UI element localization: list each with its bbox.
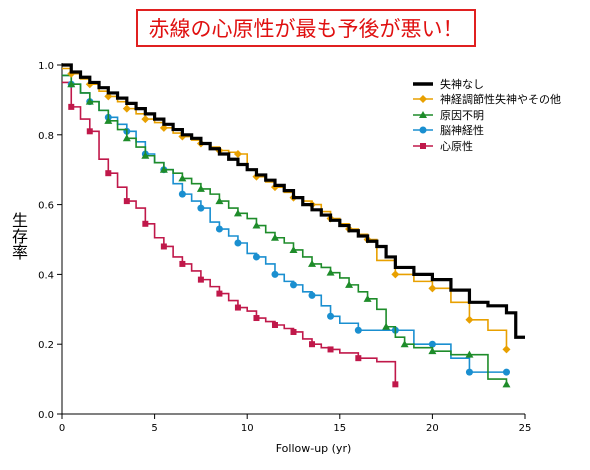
chart-title: 赤線の心原性が最も予後が悪い！ xyxy=(148,17,464,41)
series-4-point xyxy=(428,340,436,348)
legend-swatch xyxy=(413,126,433,134)
legend-label: 原因不明 xyxy=(440,108,484,122)
series-3-point xyxy=(345,280,354,288)
y-tick-label: 0.6 xyxy=(38,201,54,212)
legend-swatch xyxy=(413,110,433,118)
series-2-point xyxy=(502,345,511,354)
series-2-point xyxy=(428,284,437,293)
series-4-point xyxy=(178,190,186,198)
series-5-point xyxy=(86,128,93,135)
legend-swatch xyxy=(413,82,433,86)
series-3-point xyxy=(326,268,335,276)
series-4-point xyxy=(308,291,316,299)
y-tick-label: 0.8 xyxy=(38,131,54,142)
series-4-point xyxy=(215,225,223,233)
y-tick-label: 0.4 xyxy=(38,270,54,281)
series-3-point xyxy=(141,151,150,159)
series-4-point xyxy=(290,281,297,289)
y-tick-label: 0.0 xyxy=(38,410,54,421)
series-3-point xyxy=(178,174,187,182)
legend-item: 心原性 xyxy=(412,138,561,154)
legend-item: 脳神経性 xyxy=(412,123,561,139)
legend-label: 失神なし xyxy=(440,77,484,91)
series-line-5 xyxy=(62,81,397,385)
y-tick-label: 0.2 xyxy=(38,340,54,351)
x-tick-label: 5 xyxy=(151,423,157,434)
legend-item: 神経調節性失神やその他 xyxy=(412,92,561,108)
series-3-point xyxy=(289,245,298,253)
chart-title-banner: 赤線の心原性が最も予後が悪い！ xyxy=(136,9,476,47)
series-3-point xyxy=(400,340,409,348)
series-4-point xyxy=(271,270,279,278)
series-3-point xyxy=(252,221,261,229)
x-tick-label: 20 xyxy=(426,423,439,434)
legend-label: 心原性 xyxy=(440,139,473,153)
series-2-point xyxy=(141,115,150,124)
legend-item: 失神なし xyxy=(412,76,561,92)
series-5-point xyxy=(142,220,149,227)
series-4-point xyxy=(327,312,335,320)
chart-legend: 失神なし神経調節性失神やその他 原因不明脳神経性 心原性 xyxy=(412,76,561,154)
series-5-point xyxy=(216,290,223,297)
series-5-point xyxy=(355,355,362,362)
series-5-point xyxy=(160,243,167,250)
legend-swatch xyxy=(413,142,433,149)
x-axis-title: Follow-up (yr) xyxy=(276,442,352,455)
x-tick-label: 25 xyxy=(519,423,532,434)
series-5-point xyxy=(123,198,130,205)
series-2-point xyxy=(391,270,400,279)
series-5-point xyxy=(290,328,297,335)
y-tick-label: 1.0 xyxy=(38,61,54,72)
legend-swatch xyxy=(413,95,433,104)
legend-item: 原因不明 xyxy=(412,107,561,123)
series-line-1 xyxy=(62,63,525,339)
series-2-point xyxy=(465,315,474,324)
series-4-point xyxy=(197,204,205,212)
series-4-point xyxy=(465,368,473,376)
series-3-point xyxy=(382,322,391,330)
x-tick-label: 10 xyxy=(241,423,254,434)
series-5-point xyxy=(392,381,399,388)
series-3-point xyxy=(270,233,279,241)
series-4-point xyxy=(502,368,510,376)
series-4-point xyxy=(234,239,242,247)
series-3-point xyxy=(67,80,76,88)
series-3-point xyxy=(465,350,474,358)
legend-label: 神経調節性失神やその他 xyxy=(440,93,561,107)
series-5-point xyxy=(271,322,278,329)
series-5-point xyxy=(327,346,334,353)
series-5-point xyxy=(179,260,186,267)
x-tick-label: 0 xyxy=(59,423,65,434)
series-5-point xyxy=(68,103,75,110)
series-2-point xyxy=(233,149,242,158)
series-3-point xyxy=(122,134,131,142)
series-3-point xyxy=(104,116,113,124)
series-3-point xyxy=(233,209,242,217)
series-5-point xyxy=(197,276,204,283)
y-axis-title: 生存率 xyxy=(9,212,28,260)
series-3-point xyxy=(502,380,511,388)
series-3-point xyxy=(308,259,317,267)
series-3-point xyxy=(159,165,168,173)
series-5-point xyxy=(309,341,316,348)
series-2-point xyxy=(122,104,131,113)
series-4-point xyxy=(252,253,260,261)
x-tick-label: 15 xyxy=(333,423,346,434)
series-3-point xyxy=(363,294,372,302)
series-5-point xyxy=(234,304,241,311)
legend-label: 脳神経性 xyxy=(440,124,484,138)
series-line-4 xyxy=(62,74,507,373)
series-3-point xyxy=(196,184,205,192)
series-3-point xyxy=(215,197,224,205)
series-3-point xyxy=(428,347,437,355)
series-4-point xyxy=(354,326,362,334)
series-5-point xyxy=(253,315,260,322)
series-5-point xyxy=(105,170,112,177)
series-3-point xyxy=(85,97,94,105)
